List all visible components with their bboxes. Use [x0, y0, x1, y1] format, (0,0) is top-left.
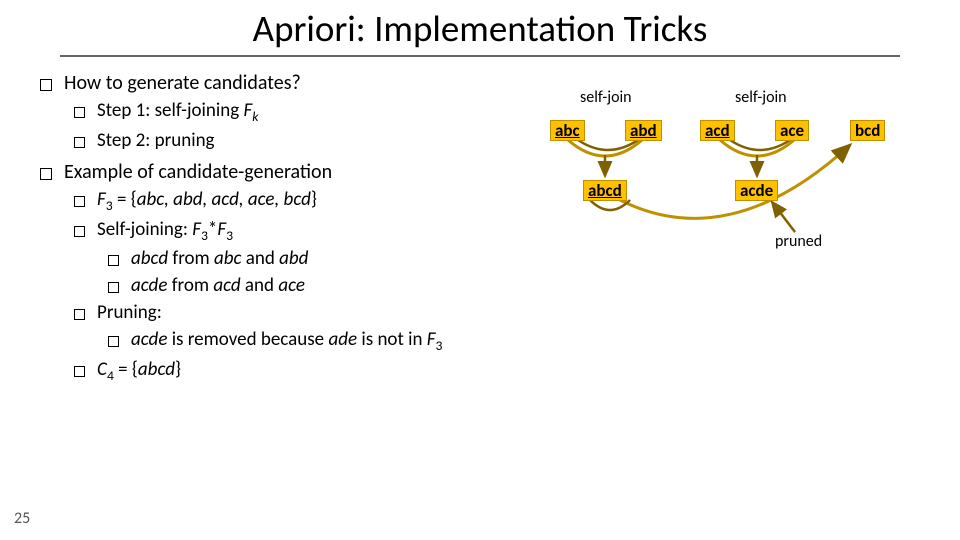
sub-k: k	[252, 108, 258, 125]
sub-3: 3	[201, 226, 208, 243]
var-f: F	[217, 218, 226, 241]
sub-3: 3	[435, 337, 442, 354]
var-f: F	[243, 99, 252, 122]
itemset: ade	[328, 328, 357, 351]
page-title: Apriori: Implementation Tricks	[0, 0, 960, 51]
bullet-text: acde is removed because ade is not in F3	[131, 328, 442, 354]
set: abc, abd, acd, ace, bcd	[137, 188, 311, 211]
selfjoin-diagram: self-join self-join abc abd acd ace bcd …	[550, 80, 950, 300]
page-number: 25	[14, 509, 30, 528]
text: }	[311, 188, 317, 211]
selfjoin-label-2: self-join	[735, 88, 787, 107]
bullet-text: F3 = {abc, abd, acd, ace, bcd}	[97, 188, 317, 214]
bullet-icon	[74, 107, 85, 118]
bullet-icon	[74, 226, 85, 237]
bullet-icon	[74, 137, 85, 148]
text: Self-joining:	[97, 218, 192, 241]
text: and	[241, 274, 279, 297]
box-abcd: abcd	[583, 180, 627, 201]
itemset: abc	[214, 247, 241, 270]
bullet-text: How to generate candidates?	[64, 71, 301, 95]
text: = {	[114, 358, 138, 381]
bullet-text: Self-joining: F3*F3	[97, 218, 233, 244]
bullet-icon	[108, 282, 119, 293]
text: from	[168, 247, 214, 270]
bullet-icon	[40, 79, 52, 91]
itemset: ace	[278, 274, 305, 297]
text: Step 1: self-joining	[97, 99, 243, 122]
box-text: abc	[555, 120, 580, 141]
text: = {	[113, 188, 137, 211]
box-abc: abc	[550, 120, 585, 141]
bullet-text: Step 2: pruning	[97, 129, 215, 152]
var-f: F	[97, 188, 106, 211]
selfjoin-label-1: self-join	[580, 88, 632, 107]
bullet-c4: C4 = {abcd}	[74, 358, 960, 384]
box-acde: acde	[735, 180, 778, 201]
itemset: abcd	[131, 247, 168, 270]
bullet-icon	[40, 168, 52, 180]
itemset: acd	[213, 274, 240, 297]
box-abd: abd	[625, 120, 662, 141]
bullet-icon	[108, 255, 119, 266]
bullet-icon	[74, 309, 85, 320]
itemset: acde	[131, 328, 167, 351]
text: from	[167, 274, 213, 297]
text: is not in	[357, 328, 427, 351]
bullet-pruning: Pruning:	[74, 301, 960, 324]
sub-3: 3	[106, 197, 113, 214]
bullet-icon	[108, 336, 119, 347]
box-text: acd	[705, 120, 730, 141]
box-text: ace	[780, 120, 804, 141]
bullet-icon	[74, 196, 85, 207]
bullet-text: Example of candidate-generation	[64, 160, 332, 184]
bullet-text: acde from acd and ace	[131, 274, 305, 297]
itemset: abd	[279, 247, 308, 270]
bullet-text: Pruning:	[97, 301, 162, 324]
bullet-icon	[74, 366, 85, 377]
box-bcd: bcd	[850, 120, 885, 141]
bullet-text: abcd from abc and abd	[131, 247, 308, 270]
sub-3: 3	[226, 226, 233, 243]
text: is removed because	[167, 328, 328, 351]
box-text: abcd	[588, 180, 622, 201]
text: }	[175, 358, 181, 381]
bullet-acde-removed: acde is removed because ade is not in F3	[108, 328, 960, 354]
itemset: acde	[131, 274, 167, 297]
box-ace: ace	[775, 120, 809, 141]
box-acd: acd	[700, 120, 735, 141]
var-c: C	[97, 358, 107, 381]
var-f: F	[192, 218, 201, 241]
text: *	[208, 218, 217, 241]
text: and	[241, 247, 279, 270]
pruned-label: pruned	[775, 232, 822, 251]
box-text: abd	[630, 120, 657, 141]
sub-4: 4	[107, 367, 114, 384]
bullet-text: Step 1: self-joining Fk	[97, 99, 258, 125]
box-text: bcd	[855, 120, 880, 141]
set: abcd	[138, 358, 175, 381]
box-text: acde	[740, 180, 773, 201]
bullet-text: C4 = {abcd}	[97, 358, 181, 384]
